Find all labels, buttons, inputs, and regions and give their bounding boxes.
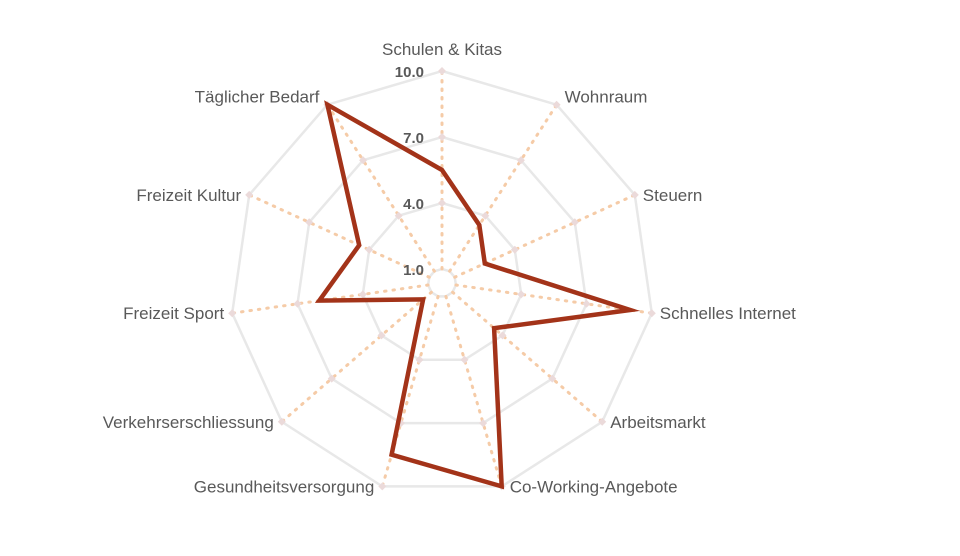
tick-label-3: 10.0 xyxy=(395,64,424,81)
marker-layer xyxy=(228,67,656,491)
grid-marker-3-8 xyxy=(228,309,237,318)
spoke-7 xyxy=(280,290,433,424)
grid-ring-2 xyxy=(296,135,588,425)
category-label-1: Wohnraum xyxy=(565,88,648,107)
grid-marker-2-2 xyxy=(570,218,579,227)
grid-layer xyxy=(230,69,654,488)
grid-marker-2-0 xyxy=(438,133,446,141)
grid-marker-2-3 xyxy=(582,299,591,308)
grid-marker-1-7 xyxy=(377,331,386,340)
series-line-0 xyxy=(314,100,641,490)
grid-marker-3-6 xyxy=(378,482,387,491)
grid-marker-3-9 xyxy=(245,190,254,199)
category-label-layer: Schulen & Kitas Wohnraum Steuern Schnelles … xyxy=(103,40,796,496)
grid-marker-1-5 xyxy=(460,355,469,364)
grid-marker-1-2 xyxy=(510,245,519,254)
tick-label-2: 7.0 xyxy=(403,130,424,147)
grid-marker-2-5 xyxy=(479,419,488,428)
grid-ring-3 xyxy=(230,69,654,488)
spoke-5 xyxy=(444,294,504,488)
category-label-2: Steuern xyxy=(643,186,703,205)
category-label-3: Schnelles Internet xyxy=(660,304,796,323)
series-layer xyxy=(314,100,641,490)
tick-label-0: 1.0 xyxy=(403,262,424,279)
grid-ring-1 xyxy=(361,201,523,362)
category-label-7: Verkehrserschliessung xyxy=(103,413,274,432)
category-label-6: Gesundheitsversorgung xyxy=(194,477,375,496)
grid-marker-3-7 xyxy=(277,417,286,426)
spoke-8 xyxy=(230,283,430,315)
spoke-1 xyxy=(448,103,559,273)
grid-marker-1-0 xyxy=(438,199,446,207)
category-label-10: Täglicher Bedarf xyxy=(195,88,320,107)
grid-marker-1-6 xyxy=(415,355,424,364)
spoke-3 xyxy=(454,283,654,315)
tick-label-layer: 1.0 4.0 7.0 10.0 xyxy=(395,64,424,279)
grid-marker-2-1 xyxy=(516,156,525,165)
grid-marker-3-1 xyxy=(552,100,561,109)
grid-marker-3-3 xyxy=(647,309,656,318)
spoke-6 xyxy=(380,294,440,488)
grid-marker-2-8 xyxy=(293,299,302,308)
grid-marker-3-2 xyxy=(630,190,639,199)
category-label-4: Arbeitsmarkt xyxy=(610,413,706,432)
grid-marker-3-4 xyxy=(598,417,607,426)
grid-marker-3-0 xyxy=(438,67,446,75)
spoke-4 xyxy=(451,290,604,424)
spoke-10 xyxy=(325,103,436,273)
grid-marker-1-3 xyxy=(517,290,526,299)
grid-marker-2-9 xyxy=(305,218,314,227)
grid-marker-2-10 xyxy=(359,156,368,165)
grid-marker-1-10 xyxy=(394,211,403,220)
category-label-0: Schulen & Kitas xyxy=(382,40,502,59)
grid-marker-1-8 xyxy=(358,290,367,299)
grid-marker-1-1 xyxy=(481,211,490,220)
category-label-9: Freizeit Kultur xyxy=(136,186,241,205)
category-label-5: Co-Working-Angebote xyxy=(510,477,678,496)
spoke-9 xyxy=(247,193,431,279)
tick-label-1: 4.0 xyxy=(403,196,424,213)
grid-marker-1-4 xyxy=(498,331,507,340)
grid-marker-2-4 xyxy=(548,374,557,383)
grid-marker-1-9 xyxy=(365,245,374,254)
category-label-8: Freizeit Sport xyxy=(123,304,224,323)
grid-marker-2-7 xyxy=(327,374,336,383)
